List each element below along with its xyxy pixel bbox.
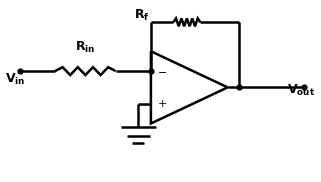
Text: $-$: $-$ [157,66,167,76]
Text: $\mathbf{V_{in}}$: $\mathbf{V_{in}}$ [5,72,26,87]
Text: $\mathbf{R_{in}}$: $\mathbf{R_{in}}$ [75,40,96,55]
Text: $+$: $+$ [157,98,167,109]
Text: $\mathbf{V_{out}}$: $\mathbf{V_{out}}$ [288,83,316,98]
Text: $\mathbf{R_f}$: $\mathbf{R_f}$ [134,8,149,23]
